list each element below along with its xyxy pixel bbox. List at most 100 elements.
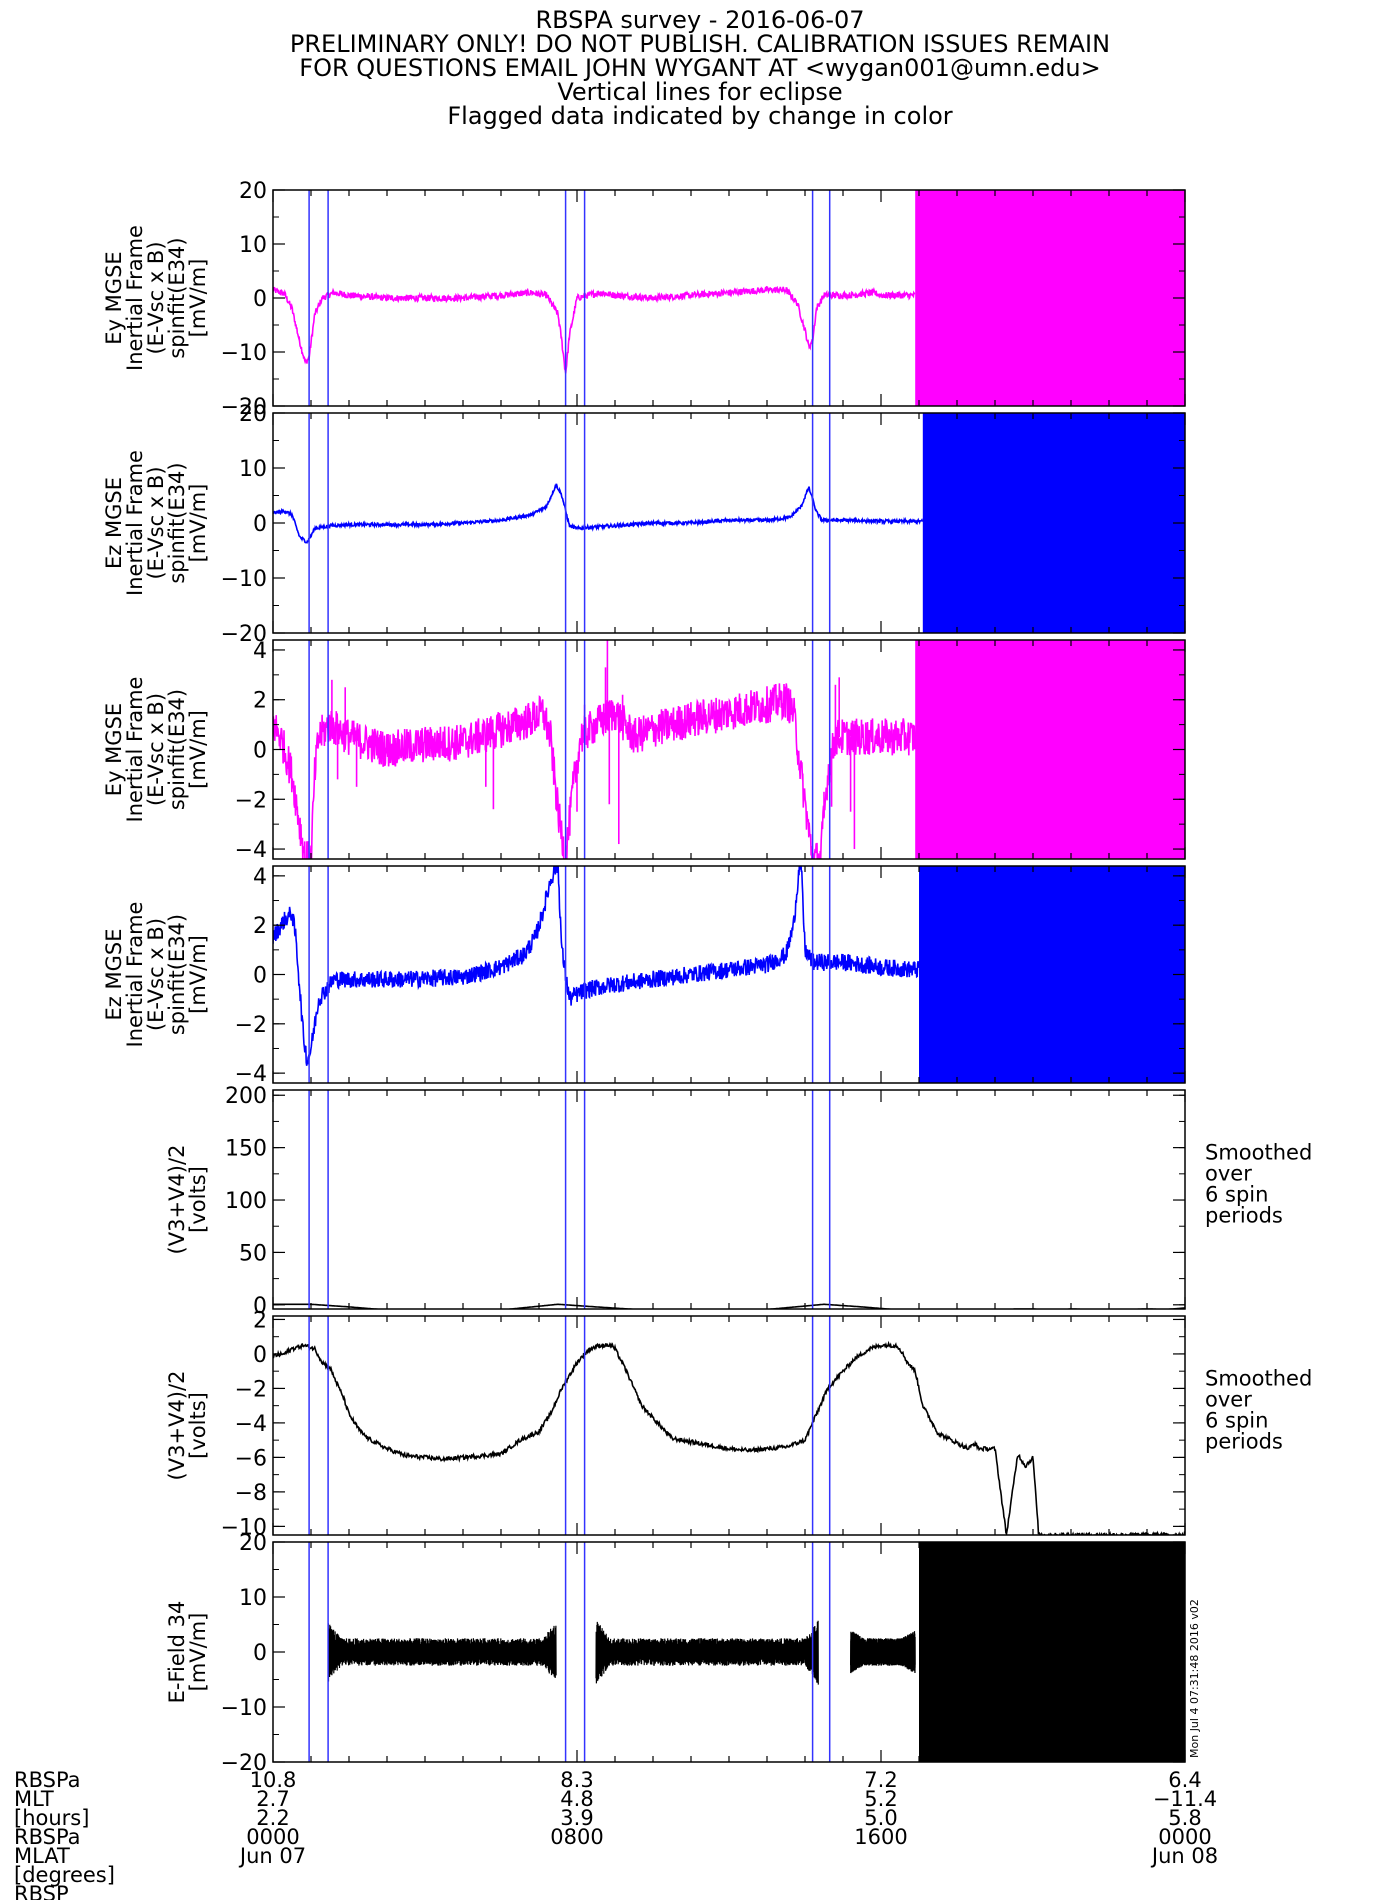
- panel-6-note-line-3: 6 spin: [1205, 1409, 1268, 1433]
- panel-3-ytick-label-4: −4: [235, 838, 267, 863]
- panel-7-ylabel-line-1: E-Field 34: [165, 1601, 189, 1704]
- panel-7-segment-3: [850, 1631, 916, 1674]
- panel-4-data: [273, 866, 1185, 1083]
- panel-2-ytick-label-3: −10: [221, 567, 267, 592]
- panel-5-note-line-4: periods: [1205, 1204, 1283, 1228]
- panel-3-ylabel-line-1: Ey MGSE: [102, 703, 126, 796]
- title-line-3: FOR QUESTIONS EMAIL JOHN WYGANT AT <wyga…: [299, 54, 1101, 82]
- panel-4-ylabel-line-2: Inertial Frame: [123, 902, 147, 1048]
- panel-3-data: [273, 640, 1185, 859]
- panel-2-ytick-label-2: 0: [253, 512, 267, 537]
- footer-tick-1-value-3: 2.2: [256, 1806, 289, 1830]
- panel-7-ytick-label-4: −20: [221, 1751, 267, 1776]
- panel-6-ytick-label-3: −4: [235, 1412, 267, 1437]
- panel-5-note-line-3: 6 spin: [1205, 1183, 1268, 1207]
- panel-4-ytick-label-2: 0: [253, 964, 267, 989]
- footer-row-label-4: RBSPa: [14, 1825, 81, 1849]
- panel-7-ytick-label-3: −10: [221, 1696, 267, 1721]
- panel-1-flagged-region: [915, 190, 1185, 406]
- panel-1-ylabel-line-1: Ey MGSE: [102, 251, 126, 344]
- panel-2-ytick-label-1: 10: [239, 457, 267, 482]
- panel-1-ytick-label-0: 20: [239, 179, 267, 204]
- panel-1-ytick-label-4: −20: [221, 395, 267, 420]
- panel-7-data: [327, 1542, 1185, 1762]
- panel-6-ytick-label-0: 2: [253, 1308, 267, 1333]
- panel-4-ytick-label-4: −4: [235, 1062, 267, 1087]
- panel-4-ytick-label-0: 4: [253, 865, 267, 890]
- panel-5-note-line-1: Smoothed: [1205, 1141, 1312, 1165]
- panel-6-data: [273, 1340, 1185, 1535]
- panel-3-flagged-region: [915, 640, 1185, 859]
- footer-tick-2-value-3: 3.9: [560, 1806, 593, 1830]
- footer-tick-3-value-3: 5.0: [864, 1806, 897, 1830]
- panel-3-ytick-label-3: −2: [235, 788, 267, 813]
- footer-row-label-1: RBSPa: [14, 1768, 81, 1792]
- footer-tick-2-value-2: 4.8: [560, 1787, 593, 1811]
- panel-7-segment-2: [595, 1620, 819, 1685]
- panel-4-series-line: [273, 866, 920, 1066]
- panel-6-ytick-label-5: −8: [235, 1481, 267, 1506]
- panel-3-ylabel-line-2: Inertial Frame: [123, 677, 147, 823]
- panel-5-ytick-label-2: 100: [225, 1189, 267, 1214]
- footer-row-label-5: MLAT: [14, 1844, 70, 1868]
- panel-1-ytick-label-1: 10: [239, 233, 267, 258]
- panel-1-ylabel-line-3: (E-Vsc x B): [144, 241, 168, 354]
- footer-tick-3-value-2: 5.2: [864, 1787, 897, 1811]
- panel-5-ytick-label-0: 200: [225, 1084, 267, 1109]
- footer-tick-4-value-5: Jun 08: [1150, 1844, 1218, 1868]
- panel-7-ytick-label-1: 10: [239, 1586, 267, 1611]
- panel-2-data: [273, 413, 1185, 633]
- footer-row-label-2: MLT: [14, 1787, 54, 1811]
- panel-5-ytick-label-3: 50: [239, 1241, 267, 1266]
- footer-tick-3-value-1: 7.2: [864, 1768, 897, 1792]
- panel-4-ytick-label-1: 2: [253, 914, 267, 939]
- panel-1-ytick-label-2: 0: [253, 287, 267, 312]
- footer-tick-4-value-2: −11.4: [1153, 1787, 1217, 1811]
- footer-tick-1-value-4: 0000: [246, 1825, 299, 1849]
- panel-2-ytick-label-0: 20: [239, 402, 267, 427]
- panel-4-flagged-region: [919, 866, 1185, 1083]
- panel-7-ytick-label-2: 0: [253, 1641, 267, 1666]
- footer-tick-1-value-1: 10.8: [250, 1768, 297, 1792]
- footer-row-label-6: [degrees]: [14, 1863, 115, 1887]
- panel-3-ylabel-line-3: (E-Vsc x B): [144, 693, 168, 806]
- panel-2-ytick-label-4: −20: [221, 622, 267, 647]
- panel-2-ylabel-line-4: spinfit(E34): [165, 462, 189, 583]
- panel-3-series-line: [273, 683, 916, 859]
- footer-tick-2-value-4: 0800: [550, 1825, 603, 1849]
- footer-row-label-3: [hours]: [14, 1806, 89, 1830]
- footer-row-label-7: RBSP: [14, 1882, 69, 1900]
- panel-6-ylabel-line-1: (V3+V4)/2: [165, 1371, 189, 1481]
- panel-2-ylabel-line-1: Ez MGSE: [102, 477, 126, 569]
- panel-3-ytick-label-0: 4: [253, 639, 267, 664]
- chart-title: RBSPA survey - 2016-06-07 PRELIMINARY ON…: [0, 8, 1400, 128]
- panel-4-ytick-label-3: −2: [235, 1013, 267, 1038]
- panel-6-ylabel-line-2: [volts]: [186, 1392, 210, 1459]
- panel-1-data: [273, 190, 1185, 406]
- title-line-1: RBSPA survey - 2016-06-07: [535, 6, 865, 34]
- panel-3-ytick-label-2: 0: [253, 739, 267, 764]
- footer-tick-4-value-1: 6.4: [1168, 1768, 1201, 1792]
- panel-5-ylabel-line-2: [volts]: [186, 1166, 210, 1233]
- panel-2-ylabel-line-3: (E-Vsc x B): [144, 466, 168, 579]
- panel-1-series-line: [273, 285, 916, 374]
- panel-4-ylabel-line-1: Ez MGSE: [102, 929, 126, 1021]
- panel-4-ylabel-line-5: [mV/m]: [186, 935, 210, 1014]
- panel-2-ylabel-line-2: Inertial Frame: [123, 450, 147, 596]
- title-line-4: Vertical lines for eclipse: [557, 78, 843, 106]
- panel-5-ytick-label-4: 0: [253, 1294, 267, 1319]
- panel-4-ylabel-line-4: spinfit(E34): [165, 914, 189, 1035]
- panel-5-ytick-label-1: 150: [225, 1137, 267, 1162]
- footer-tick-1-value-2: 2.7: [256, 1787, 289, 1811]
- panel-1-ylabel-line-2: Inertial Frame: [123, 225, 147, 371]
- footer-tick-4-value-4: 0000: [1158, 1825, 1211, 1849]
- timestamp-label: Mon Jul 4 07:31:48 2016 v02: [1188, 1599, 1201, 1758]
- panel-6-ytick-label-4: −6: [235, 1446, 267, 1471]
- panel-6-series-line: [273, 1340, 1185, 1535]
- title-line-2: PRELIMINARY ONLY! DO NOT PUBLISH. CALIBR…: [289, 30, 1111, 58]
- panel-5-frame: [272, 1089, 1186, 1310]
- panel-1-ytick-label-3: −10: [221, 341, 267, 366]
- panel-2-flagged-region: [922, 413, 1185, 633]
- panel-7-ytick-label-0: 20: [239, 1531, 267, 1556]
